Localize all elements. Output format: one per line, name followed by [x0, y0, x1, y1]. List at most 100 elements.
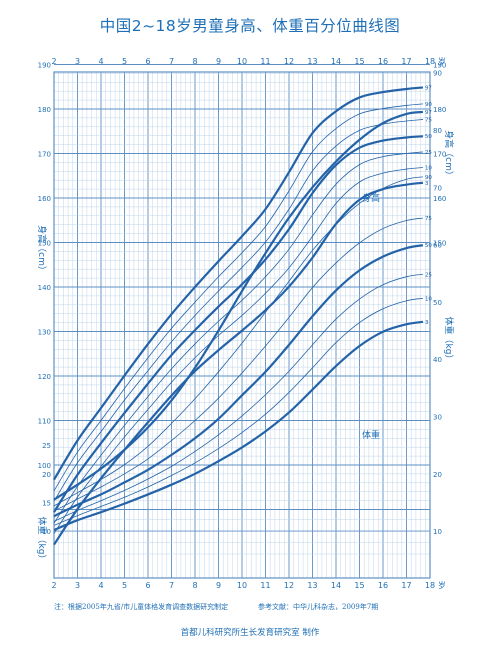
weight-tick-left: 25 [42, 442, 51, 450]
x-tick-bottom: 10 [237, 581, 247, 590]
weight-curve-label: 体重 [362, 429, 380, 441]
height-percentile-label: 97 [425, 85, 432, 91]
weight-line-p75 [53, 217, 424, 512]
x-tick-top: 9 [216, 57, 221, 66]
x-tick-top: 2 [51, 57, 56, 66]
x-tick-top: 10 [237, 57, 247, 66]
x-tick-bottom: 15 [354, 581, 364, 590]
height-tick-left: 190 [38, 62, 51, 70]
weight-axis-label-right: 体重（kg） [443, 317, 455, 364]
x-tick-top: 4 [98, 57, 103, 66]
weight-percentile-label: 50 [425, 243, 432, 249]
weight-line-p50 [53, 244, 424, 518]
x-tick-top: 16 [378, 57, 388, 66]
weight-line-p3 [53, 320, 424, 531]
weight-tick-left: 10 [42, 528, 51, 536]
x-unit-top: 岁 [438, 56, 446, 66]
height-tick-left: 100 [38, 462, 51, 470]
weight-tick-right: 10 [433, 528, 442, 536]
x-tick-bottom: 2 [51, 581, 56, 590]
x-tick-top: 6 [145, 57, 150, 66]
height-tick-left: 170 [38, 151, 51, 159]
x-tick-bottom: 7 [169, 581, 174, 590]
chart-title: 中国2~18岁男童身高、体重百分位曲线图 [99, 17, 401, 35]
height-line-p3 [53, 181, 424, 546]
height-percentile-label: 50 [425, 134, 432, 140]
weight-tick-right: 30 [433, 414, 442, 422]
height-tick-right: 150 [433, 240, 446, 248]
height-percentile-label: 10 [425, 166, 432, 172]
percentile-lines [53, 86, 424, 546]
height-tick-left: 140 [38, 284, 51, 292]
height-line-p25 [53, 151, 423, 524]
weight-line-p25 [53, 273, 424, 522]
x-tick-top: 14 [331, 57, 341, 66]
height-line-p75 [53, 119, 423, 502]
weight-line-p90 [53, 176, 424, 507]
x-tick-top: 7 [169, 57, 174, 66]
x-tick-top: 11 [260, 57, 270, 66]
plot-frame [53, 71, 431, 579]
x-tick-bottom: 12 [284, 581, 294, 590]
x-tick-bottom: 16 [378, 581, 388, 590]
height-tick-right: 180 [433, 106, 446, 114]
height-percentile-label: 25 [425, 150, 432, 156]
x-tick-top: 12 [284, 57, 294, 66]
height-tick-right: 190 [433, 62, 446, 70]
weight-tick-right: 40 [433, 356, 442, 364]
weight-percentile-label: 97 [425, 110, 432, 116]
reference-note: 参考文献：中华儿科杂志，2009年7期 [258, 603, 379, 611]
height-tick-left: 110 [38, 418, 51, 426]
x-tick-top: 17 [401, 57, 411, 66]
x-tick-bottom: 6 [145, 581, 150, 590]
height-tick-left: 160 [38, 195, 51, 203]
weight-tick-left: 20 [42, 471, 51, 479]
weight-line-p97 [53, 110, 424, 501]
height-line-p10 [53, 167, 423, 534]
axes [53, 71, 431, 579]
weight-tick-right: 80 [433, 127, 442, 135]
x-tick-bottom: 8 [192, 581, 197, 590]
x-tick-bottom: 18 [425, 581, 435, 590]
weight-tick-left: 15 [42, 499, 51, 507]
x-tick-top: 15 [354, 57, 364, 66]
weight-percentile-label: 90 [425, 175, 432, 181]
weight-tick-right: 50 [433, 299, 442, 307]
height-tick-left: 180 [38, 106, 51, 114]
weight-tick-right: 60 [433, 242, 442, 250]
x-tick-top: 18 [425, 57, 435, 66]
height-line-p50 [53, 135, 424, 513]
height-axis-label-right: 身高（cm） [443, 130, 455, 180]
x-tick-bottom: 17 [401, 581, 411, 590]
height-percentile-label: 90 [425, 102, 432, 108]
footnote: 注：根据2005年九省/市儿童体格发育调查数据研究制定 [54, 603, 229, 611]
x-tick-top: 3 [75, 57, 80, 66]
x-tick-bottom: 13 [307, 581, 317, 590]
x-tick-top: 5 [122, 57, 127, 66]
height-curve-label: 身高 [362, 192, 380, 204]
weight-line-p10 [53, 297, 424, 526]
weight-percentile-label: 3 [425, 320, 429, 326]
weight-axis-label: 体重（kg） [36, 517, 48, 564]
height-percentile-label: 3 [425, 181, 429, 187]
x-tick-top: 8 [192, 57, 197, 66]
weight-tick-right: 70 [433, 184, 442, 192]
height-line-p90 [53, 103, 423, 492]
weight-percentile-label: 25 [425, 272, 432, 278]
x-tick-bottom: 14 [331, 581, 341, 590]
height-tick-left: 150 [38, 240, 51, 248]
height-tick-left: 120 [38, 373, 51, 381]
x-tick-bottom: 5 [122, 581, 127, 590]
weight-percentile-label: 10 [425, 296, 432, 302]
maker-credit: 首都儿科研究所生长发育研究室 制作 [180, 628, 320, 638]
x-tick-bottom: 3 [75, 581, 80, 590]
x-tick-top: 13 [307, 57, 317, 66]
height-line-p97 [53, 86, 424, 481]
x-tick-bottom: 4 [98, 581, 103, 590]
x-tick-bottom: 11 [260, 581, 270, 590]
height-axis-label: 身高（cm） [36, 225, 48, 275]
weight-tick-right: 20 [433, 471, 442, 479]
height-tick-left: 130 [38, 329, 51, 337]
chart-labels: 2 2 3 3 4 4 5 5 6 6 7 7 8 8 9 9 10 10 11 11 12 12 13 13 14 14 15 15… [36, 56, 455, 590]
